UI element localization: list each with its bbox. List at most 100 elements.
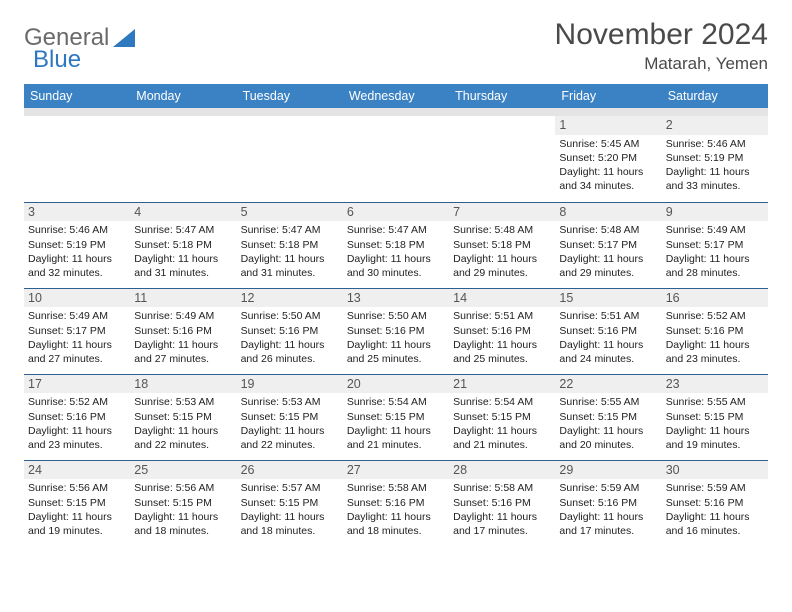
calendar-day-cell — [130, 116, 236, 202]
calendar-day-cell: 1 Sunrise: 5:45 AMSunset: 5:20 PMDaylight… — [555, 116, 661, 202]
sunset-text: Sunset: 5:18 PM — [453, 238, 551, 252]
day-number: 29 — [555, 461, 661, 480]
day-details: Sunrise: 5:55 AMSunset: 5:15 PMDaylight:… — [666, 395, 764, 452]
daylight-text: Daylight: 11 hours and 32 minutes. — [28, 252, 126, 280]
sunrise-text: Sunrise: 5:52 AM — [28, 395, 126, 409]
logo-triangle-icon — [113, 29, 135, 47]
calendar-day-cell: 27Sunrise: 5:58 AMSunset: 5:16 PMDayligh… — [343, 460, 449, 546]
calendar-week-row: 10Sunrise: 5:49 AMSunset: 5:17 PMDayligh… — [24, 288, 768, 374]
daylight-text: Daylight: 11 hours and 19 minutes. — [28, 510, 126, 538]
day-number: 11 — [130, 289, 236, 308]
day-number: 9 — [662, 203, 768, 222]
day-details: Sunrise: 5:58 AMSunset: 5:16 PMDaylight:… — [453, 481, 551, 538]
calendar-day-cell: 8Sunrise: 5:48 AMSunset: 5:17 PMDaylight… — [555, 202, 661, 288]
calendar-day-cell: 10Sunrise: 5:49 AMSunset: 5:17 PMDayligh… — [24, 288, 130, 374]
day-details: Sunrise: 5:59 AMSunset: 5:16 PMDaylight:… — [559, 481, 657, 538]
calendar-table: Sunday Monday Tuesday Wednesday Thursday… — [24, 84, 768, 546]
sunrise-text: Sunrise: 5:59 AM — [559, 481, 657, 495]
sunset-text: Sunset: 5:15 PM — [241, 496, 339, 510]
calendar-day-cell: 28Sunrise: 5:58 AMSunset: 5:16 PMDayligh… — [449, 460, 555, 546]
sunrise-text: Sunrise: 5:49 AM — [28, 309, 126, 323]
sunrise-text: Sunrise: 5:46 AM — [666, 137, 764, 151]
sunrise-text: Sunrise: 5:51 AM — [559, 309, 657, 323]
weekday-header: Monday — [130, 84, 236, 108]
day-details: Sunrise: 5:54 AMSunset: 5:15 PMDaylight:… — [347, 395, 445, 452]
sunset-text: Sunset: 5:15 PM — [134, 496, 232, 510]
day-details: Sunrise: 5:52 AMSunset: 5:16 PMDaylight:… — [28, 395, 126, 452]
day-details: Sunrise: 5:56 AMSunset: 5:15 PMDaylight:… — [28, 481, 126, 538]
daylight-text: Daylight: 11 hours and 18 minutes. — [241, 510, 339, 538]
sunrise-text: Sunrise: 5:45 AM — [559, 137, 657, 151]
day-details: Sunrise: 5:47 AMSunset: 5:18 PMDaylight:… — [241, 223, 339, 280]
sunset-text: Sunset: 5:16 PM — [559, 324, 657, 338]
calendar-day-cell: 13Sunrise: 5:50 AMSunset: 5:16 PMDayligh… — [343, 288, 449, 374]
day-details: Sunrise: 5:47 AMSunset: 5:18 PMDaylight:… — [347, 223, 445, 280]
sunrise-text: Sunrise: 5:55 AM — [559, 395, 657, 409]
title-block: November 2024 Matarah, Yemen — [555, 18, 768, 74]
sunrise-text: Sunrise: 5:48 AM — [559, 223, 657, 237]
daylight-text: Daylight: 11 hours and 31 minutes. — [241, 252, 339, 280]
page-header: General November 2024 Matarah, Yemen — [24, 18, 768, 74]
daylight-text: Daylight: 11 hours and 29 minutes. — [559, 252, 657, 280]
day-number: 1 — [555, 116, 661, 135]
weekday-header: Wednesday — [343, 84, 449, 108]
calendar-day-cell: 20Sunrise: 5:54 AMSunset: 5:15 PMDayligh… — [343, 374, 449, 460]
sunset-text: Sunset: 5:15 PM — [134, 410, 232, 424]
sunrise-text: Sunrise: 5:56 AM — [28, 481, 126, 495]
calendar-day-cell: 29Sunrise: 5:59 AMSunset: 5:16 PMDayligh… — [555, 460, 661, 546]
day-number: 18 — [130, 375, 236, 394]
sunrise-text: Sunrise: 5:53 AM — [241, 395, 339, 409]
day-number: 3 — [24, 203, 130, 222]
calendar-week-row: 1Sunrise: 5:45 AMSunset: 5:20 PMDaylight… — [24, 116, 768, 202]
daylight-text: Daylight: 11 hours and 34 minutes. — [559, 165, 657, 193]
weekday-header: Thursday — [449, 84, 555, 108]
day-number: 28 — [449, 461, 555, 480]
sunrise-text: Sunrise: 5:56 AM — [134, 481, 232, 495]
day-number: 20 — [343, 375, 449, 394]
calendar-day-cell: 24Sunrise: 5:56 AMSunset: 5:15 PMDayligh… — [24, 460, 130, 546]
calendar-day-cell: 5Sunrise: 5:47 AMSunset: 5:18 PMDaylight… — [237, 202, 343, 288]
day-number: 26 — [237, 461, 343, 480]
daylight-text: Daylight: 11 hours and 31 minutes. — [134, 252, 232, 280]
day-number: 2 — [662, 116, 768, 135]
day-details: Sunrise: 5:49 AMSunset: 5:17 PMDaylight:… — [28, 309, 126, 366]
calendar-day-cell: 30Sunrise: 5:59 AMSunset: 5:16 PMDayligh… — [662, 460, 768, 546]
daylight-text: Daylight: 11 hours and 17 minutes. — [453, 510, 551, 538]
sunset-text: Sunset: 5:16 PM — [453, 324, 551, 338]
daylight-text: Daylight: 11 hours and 33 minutes. — [666, 165, 764, 193]
day-number: 16 — [662, 289, 768, 308]
sunrise-text: Sunrise: 5:50 AM — [347, 309, 445, 323]
day-number: 21 — [449, 375, 555, 394]
day-number: 8 — [555, 203, 661, 222]
sunset-text: Sunset: 5:15 PM — [559, 410, 657, 424]
calendar-day-cell — [449, 116, 555, 202]
day-details: Sunrise: 5:57 AMSunset: 5:15 PMDaylight:… — [241, 481, 339, 538]
daylight-text: Daylight: 11 hours and 20 minutes. — [559, 424, 657, 452]
day-number: 15 — [555, 289, 661, 308]
day-details: Sunrise: 5:49 AMSunset: 5:16 PMDaylight:… — [134, 309, 232, 366]
sunset-text: Sunset: 5:20 PM — [559, 151, 657, 165]
day-number: 6 — [343, 203, 449, 222]
sunset-text: Sunset: 5:16 PM — [453, 496, 551, 510]
calendar-day-cell: 21Sunrise: 5:54 AMSunset: 5:15 PMDayligh… — [449, 374, 555, 460]
sunrise-text: Sunrise: 5:54 AM — [453, 395, 551, 409]
calendar-day-cell: 7Sunrise: 5:48 AMSunset: 5:18 PMDaylight… — [449, 202, 555, 288]
header-spacer — [24, 108, 768, 116]
day-number: 13 — [343, 289, 449, 308]
calendar-day-cell: 9Sunrise: 5:49 AMSunset: 5:17 PMDaylight… — [662, 202, 768, 288]
day-details: Sunrise: 5:53 AMSunset: 5:15 PMDaylight:… — [134, 395, 232, 452]
day-details: Sunrise: 5:49 AMSunset: 5:17 PMDaylight:… — [666, 223, 764, 280]
calendar-day-cell: 15Sunrise: 5:51 AMSunset: 5:16 PMDayligh… — [555, 288, 661, 374]
daylight-text: Daylight: 11 hours and 28 minutes. — [666, 252, 764, 280]
sunrise-text: Sunrise: 5:48 AM — [453, 223, 551, 237]
month-title: November 2024 — [555, 18, 768, 52]
sunrise-text: Sunrise: 5:53 AM — [134, 395, 232, 409]
daylight-text: Daylight: 11 hours and 22 minutes. — [134, 424, 232, 452]
day-details: Sunrise: 5:50 AMSunset: 5:16 PMDaylight:… — [347, 309, 445, 366]
daylight-text: Daylight: 11 hours and 27 minutes. — [134, 338, 232, 366]
sunrise-text: Sunrise: 5:58 AM — [347, 481, 445, 495]
day-number: 25 — [130, 461, 236, 480]
calendar-day-cell — [237, 116, 343, 202]
sunrise-text: Sunrise: 5:47 AM — [241, 223, 339, 237]
sunset-text: Sunset: 5:15 PM — [28, 496, 126, 510]
